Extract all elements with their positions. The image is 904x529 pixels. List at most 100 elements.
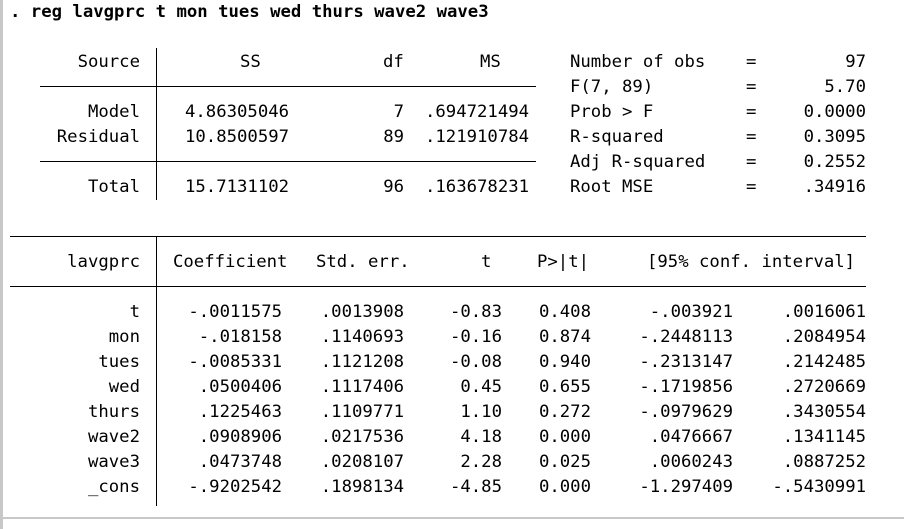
coef-row-coefficient: -.0085331 [188,352,282,372]
coef-row-t: -0.83 [449,302,502,322]
coef-row-ci-lower: .0476667 [649,427,733,447]
coef-row-ci-lower: -.2448113 [639,327,733,347]
coef-row-variable: mon [108,327,140,347]
coef-row-ci-upper: -.5430991 [772,477,866,497]
coef-row-stderr: .1121208 [320,352,404,372]
coef-row-ci-upper: .0887252 [782,452,866,472]
coef-row-ci-upper: .1341145 [782,427,866,447]
coef-row-stderr: .1898134 [320,477,404,497]
coef-row-coefficient: .0500406 [198,377,282,397]
window-bottom-border [0,517,904,519]
stat-label: Root MSE [570,177,654,197]
coef-row-pvalue: 0.940 [538,352,591,372]
coef-row-variable: wave2 [87,427,140,447]
coef-row-variable: t [129,302,140,322]
coef-row-pvalue: 0.874 [538,327,591,347]
coef-row-variable: wave3 [87,452,140,472]
coef-row-stderr: .0208107 [320,452,404,472]
window-left-border [0,0,3,529]
coef-header-pvalue: P>|t| [537,252,590,272]
coef-row-ci-upper: .2142485 [782,352,866,372]
anova-row-ms: .121910784 [425,127,530,147]
coef-row-ci-lower: -1.297409 [639,477,733,497]
coef-header-t: t [481,252,492,272]
coef-header-stderr: Std. err. [316,252,410,272]
coef-row-coefficient: -.018158 [198,327,282,347]
coef-row-coefficient: .0908906 [198,427,282,447]
coef-row-ci-upper: .2720669 [782,377,866,397]
anova-header-source: Source [77,52,140,72]
anova-row-ss: 4.86305046 [185,102,290,122]
anova-row-ms: .163678231 [425,177,530,197]
coef-row-t: -0.16 [449,327,502,347]
stat-value: .34916 [803,177,866,197]
coef-header-variable: lavgprc [67,252,140,272]
coef-row-variable: thurs [87,402,140,422]
coef-row-ci-lower: -.1719856 [639,377,733,397]
anova-row-source: Residual [56,127,140,147]
anova-header-ms: MS [480,52,501,72]
stat-equals: = [746,127,757,147]
stat-equals: = [746,52,757,72]
coef-row-coefficient: -.9202542 [188,477,282,497]
stat-value: 5.70 [824,77,866,97]
coef-row-t: 1.10 [460,402,502,422]
coef-row-ci-lower: -.003921 [649,302,733,322]
coef-header-ci: [95% conf. interval] [647,252,856,272]
coef-row-pvalue: 0.000 [538,427,591,447]
anova-row-ss: 15.7131102 [185,177,290,197]
stat-label: R-squared [570,127,664,147]
coef-row-pvalue: 0.025 [538,452,591,472]
coef-row-variable: _cons [87,477,140,497]
coef-row-ci-lower: -.0979629 [639,402,733,422]
coef-row-stderr: .1109771 [320,402,404,422]
coef-row-variable: wed [108,377,140,397]
coef-row-ci-upper: .0016061 [782,302,866,322]
stat-label: F(7, 89) [570,77,654,97]
anova-row-source: Model [87,102,140,122]
stat-value: 97 [845,52,866,72]
anova-header-df: df [383,52,404,72]
coef-header-rule [10,286,866,287]
coef-row-pvalue: 0.408 [538,302,591,322]
coef-row-ci-upper: .2084954 [782,327,866,347]
coef-row-variable: tues [98,352,140,372]
coef-row-t: 0.45 [460,377,502,397]
anova-row-df: 7 [393,102,404,122]
anova-row-ss: 10.8500597 [185,127,290,147]
coef-row-t: -0.08 [449,352,502,372]
anova-row-source: Total [87,177,140,197]
anova-row-df: 96 [383,177,404,197]
coef-row-coefficient: .1225463 [198,402,282,422]
anova-column-divider [156,48,157,200]
anova-header-rule [40,86,536,87]
command-line: . reg lavgprc t mon tues wed thurs wave2… [10,2,489,22]
stat-equals: = [746,152,757,172]
anova-total-rule [40,161,536,162]
stat-label: Prob > F [570,102,654,122]
stat-equals: = [746,102,757,122]
stat-value: 0.2552 [803,152,866,172]
coef-row-pvalue: 0.000 [538,477,591,497]
coef-row-t: 4.18 [460,427,502,447]
coef-row-t: -4.85 [449,477,502,497]
coef-row-ci-lower: .0060243 [649,452,733,472]
anova-row-ms: .694721494 [425,102,530,122]
coef-row-ci-lower: -.2313147 [639,352,733,372]
coef-top-rule [10,236,866,237]
coef-row-stderr: .0013908 [320,302,404,322]
anova-row-df: 89 [383,127,404,147]
coef-row-stderr: .1117406 [320,377,404,397]
coef-row-pvalue: 0.272 [538,402,591,422]
anova-header-ss: SS [240,52,261,72]
coef-row-pvalue: 0.655 [538,377,591,397]
stat-value: 0.3095 [803,127,866,147]
coef-row-t: 2.28 [460,452,502,472]
coef-row-ci-upper: .3430554 [782,402,866,422]
coef-header-coefficient: Coefficient [173,252,288,272]
stat-equals: = [746,77,757,97]
coef-column-divider [156,236,157,506]
coef-row-coefficient: .0473748 [198,452,282,472]
stat-value: 0.0000 [803,102,866,122]
coef-row-stderr: .1140693 [320,327,404,347]
